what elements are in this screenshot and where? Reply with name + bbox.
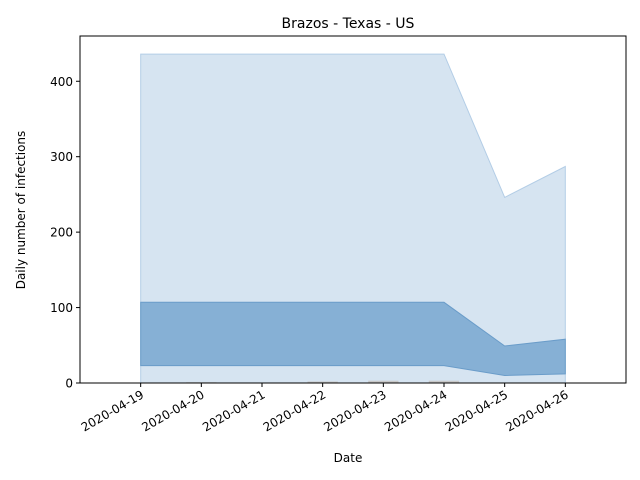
y-axis-label: Daily number of infections: [14, 131, 28, 290]
x-tick-label: 2020-04-24: [382, 387, 449, 434]
x-tick-label: 2020-04-21: [200, 387, 267, 434]
y-tick-label: 0: [65, 377, 73, 391]
plot-area: [140, 53, 566, 384]
band-1: [140, 301, 566, 377]
bar-2020-04-23: [368, 380, 399, 383]
y-tick-label: 300: [50, 150, 73, 164]
y-tick-label: 100: [50, 301, 73, 315]
x-axis: 2020-04-192020-04-202020-04-212020-04-22…: [79, 383, 571, 434]
x-tick-label: 2020-04-23: [321, 387, 388, 434]
y-axis: 0 100 200 300 400: [50, 75, 80, 391]
bar-2020-04-24: [428, 380, 460, 383]
x-tick-label: 2020-04-26: [503, 387, 570, 434]
axes-frame: [79, 35, 627, 384]
chart-title: Brazos - Texas - US: [282, 16, 415, 32]
x-tick-label: 2020-04-22: [261, 387, 328, 434]
y-tick-label: 200: [50, 226, 73, 240]
bar-2020-04-22: [307, 381, 338, 383]
x-tick-label: 2020-04-25: [443, 387, 510, 434]
y-tick-label: 400: [50, 75, 73, 89]
x-tick-label: 2020-04-19: [79, 387, 146, 434]
x-tick-label: 2020-04-20: [139, 387, 206, 434]
x-axis-label: Date: [334, 451, 363, 465]
